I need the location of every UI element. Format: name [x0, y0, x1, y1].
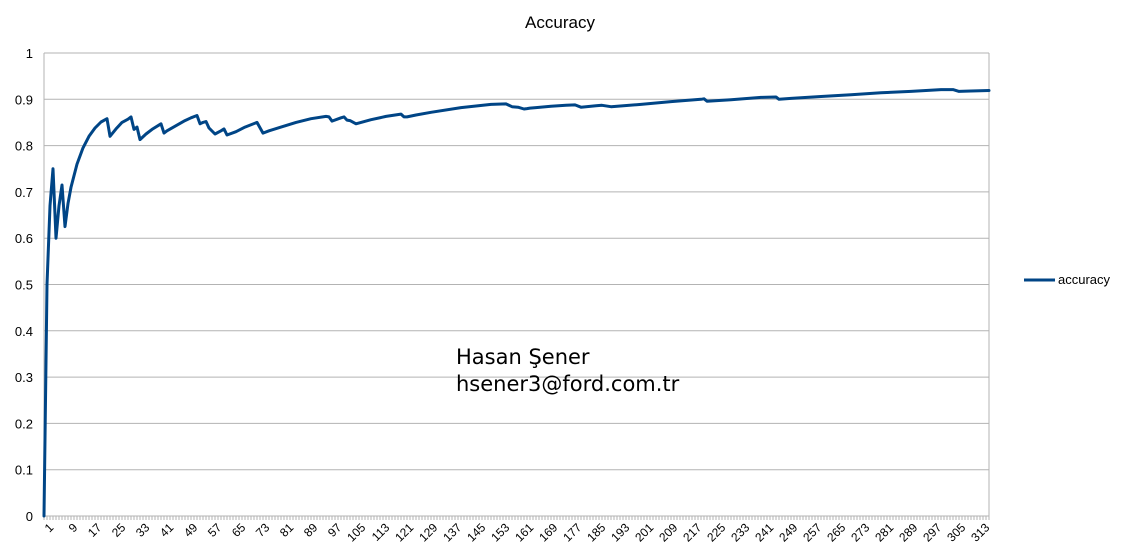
x-tick-label: 161: [512, 520, 536, 544]
y-tick-label: 0.4: [15, 324, 33, 339]
x-tick-label: 169: [536, 520, 560, 544]
y-tick-label: 0.3: [15, 370, 33, 385]
x-tick-label: 41: [157, 520, 177, 540]
x-tick-label: 305: [944, 520, 968, 544]
x-tick-label: 97: [325, 520, 345, 540]
x-tick-label: 33: [133, 520, 153, 540]
x-tick-labels: 1 9 17 25 33 41 49 57 65 73 81 89 97 105 113 121 129 137 1…: [42, 520, 993, 544]
x-tick-label: 257: [800, 520, 824, 544]
x-tick-label: 1: [42, 520, 57, 535]
x-tick-label: 81: [277, 520, 297, 540]
chart-title: Accuracy: [525, 13, 595, 32]
x-tick-label: 137: [440, 520, 464, 544]
x-tick-label: 233: [728, 520, 752, 544]
legend: accuracy: [1024, 272, 1111, 287]
x-tick-label: 25: [109, 520, 129, 540]
series-line-accuracy: [42, 88, 991, 518]
x-tick-label: 193: [608, 520, 632, 544]
x-tick-label: 17: [85, 520, 105, 540]
x-tick-label: 225: [704, 520, 728, 544]
x-tick-label: 73: [253, 520, 273, 540]
x-tick-label: 113: [369, 520, 393, 544]
x-tick-label: 153: [488, 520, 512, 544]
y-tick-label: 1: [26, 46, 33, 61]
x-tick-label: 201: [632, 520, 656, 544]
y-tick-label: 0.2: [15, 416, 33, 431]
y-tick-label: 0.5: [15, 278, 33, 293]
x-tick-label: 9: [66, 520, 81, 535]
x-tick-label: 185: [584, 520, 608, 544]
series-group: [42, 88, 991, 518]
x-tick-label: 65: [229, 520, 249, 540]
y-tick-label: 0.6: [15, 231, 33, 246]
x-tick-label: 57: [205, 520, 225, 540]
y-tick-label: 0.9: [15, 92, 33, 107]
x-tick-label: 281: [872, 520, 896, 544]
axes: [43, 53, 990, 520]
x-tick-label: 289: [896, 520, 920, 544]
x-tick-label: 89: [301, 520, 321, 540]
x-tick-label: 129: [416, 520, 440, 544]
y-tick-label: 0: [26, 509, 33, 524]
x-tick-label: 177: [560, 520, 584, 544]
x-tick-label: 241: [752, 520, 776, 544]
legend-label: accuracy: [1058, 272, 1111, 287]
y-tick-label: 0.8: [15, 139, 33, 154]
y-tick-label: 0.7: [15, 185, 33, 200]
y-tick-label: 0.1: [15, 463, 33, 478]
x-tick-label: 145: [464, 520, 488, 544]
x-tick-label: 209: [656, 520, 680, 544]
x-tick-label: 105: [344, 520, 368, 544]
author-annotation: Hasan Şener hsener3@ford.com.tr: [456, 345, 680, 396]
x-tick-label: 249: [776, 520, 800, 544]
gridlines: [44, 52, 989, 517]
x-tick-label: 121: [392, 520, 416, 544]
x-tick-label: 265: [824, 520, 848, 544]
x-tick-label: 313: [968, 520, 992, 544]
annotation-name: Hasan Şener: [456, 345, 590, 369]
x-tick-label: 49: [181, 520, 201, 540]
x-tick-label: 273: [848, 520, 872, 544]
x-tick-label: 297: [920, 520, 944, 544]
annotation-email: hsener3@ford.com.tr: [456, 372, 680, 396]
x-tick-label: 217: [680, 520, 704, 544]
y-tick-labels: 0 0.1 0.2 0.3 0.4 0.5 0.6 0.7 0.8 0.9 1: [15, 46, 33, 524]
